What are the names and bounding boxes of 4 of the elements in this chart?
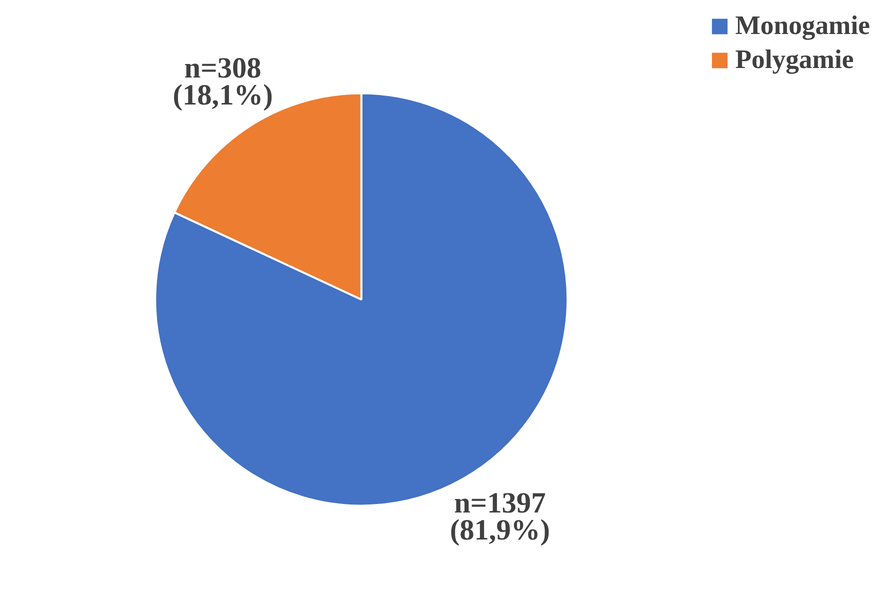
- legend-label: Polygamie: [735, 44, 854, 75]
- data-label: n=308 (18,1%): [172, 52, 273, 112]
- data-label: n=1397 (81,9%): [450, 487, 550, 546]
- legend-label: Monogamie: [735, 10, 870, 41]
